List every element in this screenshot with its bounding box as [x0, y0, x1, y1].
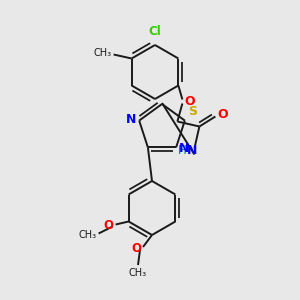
Text: N: N: [187, 144, 198, 157]
Text: N: N: [126, 113, 136, 126]
Text: H: H: [178, 144, 187, 157]
Text: CH₃: CH₃: [79, 230, 97, 239]
Text: O: O: [103, 219, 114, 232]
Text: O: O: [218, 108, 228, 121]
Text: CH₃: CH₃: [129, 268, 147, 278]
Text: O: O: [184, 95, 195, 108]
Text: CH₃: CH₃: [94, 49, 112, 58]
Text: Cl: Cl: [148, 25, 161, 38]
Text: N: N: [179, 142, 190, 155]
Text: S: S: [188, 105, 197, 118]
Text: O: O: [131, 242, 141, 256]
